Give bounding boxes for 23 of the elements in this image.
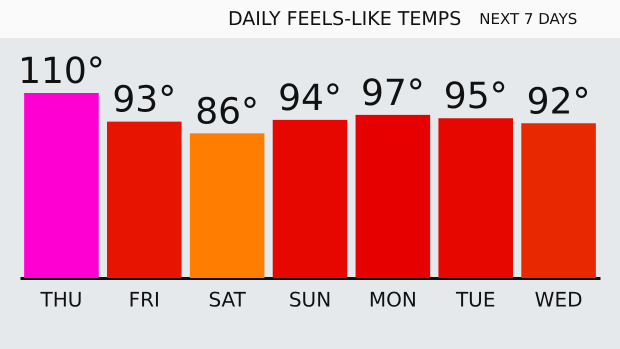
- bar: [190, 133, 264, 278]
- bar: [438, 118, 513, 278]
- bar: [356, 114, 430, 278]
- data-label: 92°: [526, 81, 590, 122]
- x-tick-label: TUE: [454, 288, 496, 312]
- bar: [107, 122, 182, 278]
- x-tick-label: THU: [39, 288, 82, 312]
- data-label: 95°: [444, 76, 508, 118]
- data-label: 110°: [18, 51, 105, 92]
- data-label: 97°: [360, 72, 425, 114]
- data-label: 94°: [278, 78, 342, 119]
- chart-subtitle: NEXT 7 DAYS: [479, 10, 578, 28]
- x-tick-label: SAT: [208, 288, 247, 312]
- data-label: 86°: [195, 91, 260, 132]
- bar: [24, 93, 99, 278]
- data-label: 93°: [112, 80, 176, 121]
- chart-title: DAILY FEELS-LIKE TEMPS: [228, 8, 462, 30]
- bar: [521, 123, 596, 278]
- bar: [272, 120, 348, 278]
- x-tick-label: FRI: [128, 288, 160, 312]
- x-tick-label: SUN: [288, 288, 332, 312]
- x-tick-label: MON: [368, 288, 417, 312]
- x-tick-label: WED: [534, 288, 582, 312]
